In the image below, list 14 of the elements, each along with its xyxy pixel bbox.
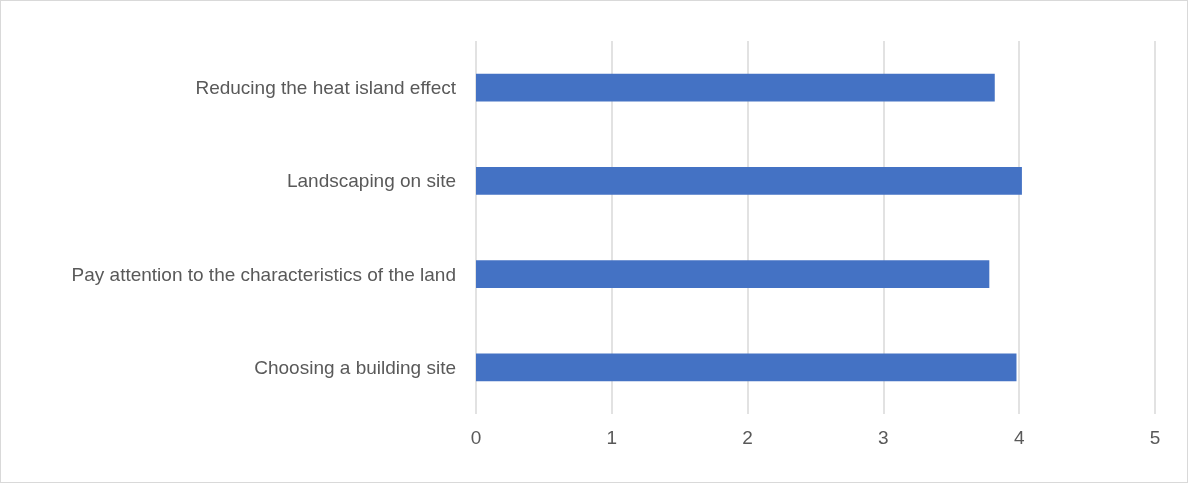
y-tick-label: Pay attention to the characteristics of the land: [71, 263, 456, 285]
bar: [476, 260, 990, 289]
bar: [476, 73, 995, 102]
y-tick-label: Choosing a building site: [254, 356, 456, 378]
x-tick-label: 5: [1149, 427, 1161, 448]
x-tick-label: 3: [878, 427, 889, 448]
x-tick-label: 1: [606, 427, 618, 448]
x-tick-label: 4: [1013, 427, 1025, 448]
bar: [476, 166, 1022, 195]
x-tick-label: 0: [470, 427, 482, 448]
x-tick-label: 2: [742, 427, 753, 448]
y-tick-label: Reducing the heat island effect: [195, 77, 457, 99]
y-tick-label: Landscaping on site: [286, 170, 456, 192]
bar: [476, 353, 1017, 382]
